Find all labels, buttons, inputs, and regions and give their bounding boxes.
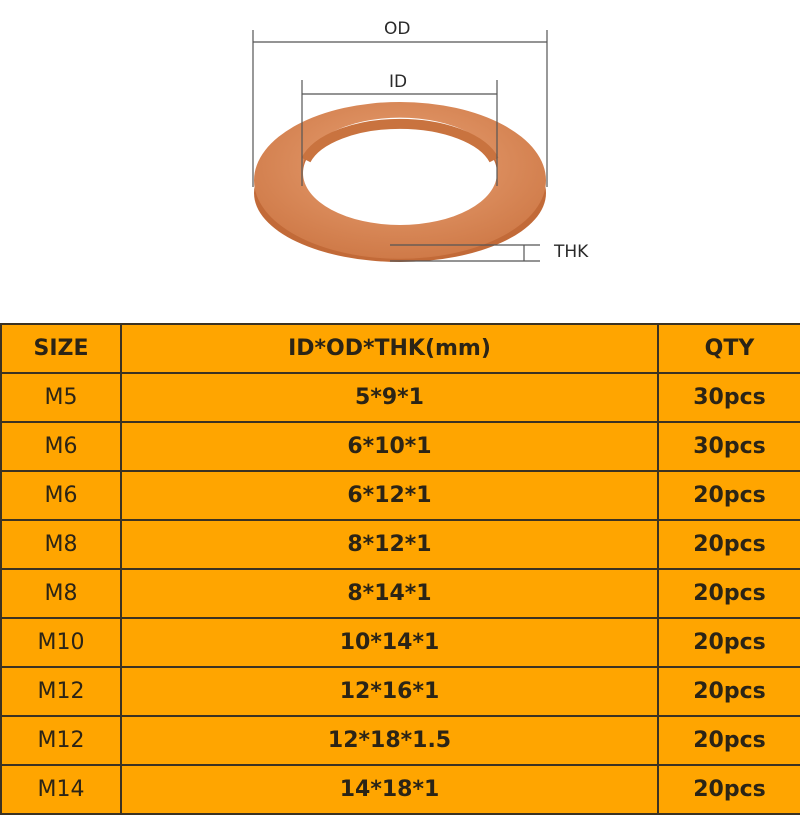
dimensions-cell: 12*16*1 [120, 666, 659, 717]
dimensions-cell: 6*10*1 [120, 421, 659, 472]
size-table: SIZE ID*OD*THK(mm) QTY M5 5*9*1 30pcs M6 6*1… [0, 323, 800, 815]
dimensions-cell: 10*14*1 [120, 617, 659, 668]
table-header-row: SIZE ID*OD*THK(mm) QTY [0, 323, 800, 374]
table-row: M6 6*12*1 20pcs [0, 470, 800, 521]
qty-cell: 30pcs [657, 372, 800, 423]
dimensions-cell: 8*12*1 [120, 519, 659, 570]
washer-hole [303, 121, 497, 225]
size-cell: M12 [0, 666, 122, 717]
qty-cell: 20pcs [657, 764, 800, 815]
size-cell: M10 [0, 617, 122, 668]
id-label: ID [389, 72, 408, 92]
dimensions-cell: 12*18*1.5 [120, 715, 659, 766]
header-qty: QTY [657, 323, 800, 374]
qty-cell: 30pcs [657, 421, 800, 472]
thk-label: THK [554, 242, 589, 262]
size-cell: M6 [0, 470, 122, 521]
size-cell: M6 [0, 421, 122, 472]
qty-cell: 20pcs [657, 519, 800, 570]
size-cell: M8 [0, 568, 122, 619]
table-row: M14 14*18*1 20pcs [0, 764, 800, 815]
dimension-lines [252, 30, 548, 262]
qty-cell: 20pcs [657, 617, 800, 668]
dimensions-cell: 5*9*1 [120, 372, 659, 423]
od-label: OD [384, 19, 411, 39]
size-cell: M5 [0, 372, 122, 423]
qty-cell: 20pcs [657, 715, 800, 766]
dimensions-cell: 8*14*1 [120, 568, 659, 619]
dimensions-cell: 6*12*1 [120, 470, 659, 521]
table-row: M12 12*18*1.5 20pcs [0, 715, 800, 766]
header-size: SIZE [0, 323, 122, 374]
size-cell: M14 [0, 764, 122, 815]
washer-dimension-diagram: OD ID THK [0, 0, 800, 320]
table-row: M5 5*9*1 30pcs [0, 372, 800, 423]
table-row: M8 8*12*1 20pcs [0, 519, 800, 570]
qty-cell: 20pcs [657, 666, 800, 717]
table-row: M8 8*14*1 20pcs [0, 568, 800, 619]
size-cell: M12 [0, 715, 122, 766]
size-cell: M8 [0, 519, 122, 570]
table-row: M6 6*10*1 30pcs [0, 421, 800, 472]
qty-cell: 20pcs [657, 568, 800, 619]
table-row: M12 12*16*1 20pcs [0, 666, 800, 717]
header-dimensions: ID*OD*THK(mm) [120, 323, 659, 374]
copper-washer-image [252, 30, 548, 262]
washer-face [254, 101, 546, 259]
washer-inner-wall [301, 118, 499, 163]
dimensions-cell: 14*18*1 [120, 764, 659, 815]
qty-cell: 20pcs [657, 470, 800, 521]
table-row: M10 10*14*1 20pcs [0, 617, 800, 668]
